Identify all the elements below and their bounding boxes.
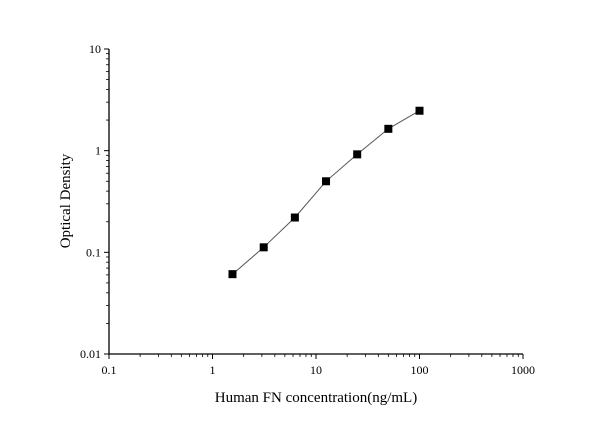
x-tick-label: 1000	[511, 363, 535, 377]
data-point	[228, 270, 237, 279]
y-tick-label: 0.1	[86, 245, 101, 259]
x-tick-label: 1	[210, 363, 216, 377]
axes	[108, 49, 523, 355]
data-point	[384, 124, 393, 133]
data-point	[290, 213, 299, 222]
y-tick-label: 1	[95, 144, 101, 158]
y-axis-title: Optical Density	[58, 153, 74, 248]
x-tick-label: 10	[310, 363, 322, 377]
data-point	[353, 150, 362, 159]
data-point	[415, 106, 424, 115]
series	[228, 106, 424, 279]
y-tick-label: 10	[89, 42, 101, 56]
x-axis-title: Human FN concentration(ng/mL)	[215, 390, 417, 406]
data-point	[259, 243, 268, 252]
x-tick-label: 0.1	[102, 363, 117, 377]
data-point	[322, 177, 331, 186]
y-tick-label: 0.01	[80, 347, 101, 361]
x-tick-label: 100	[411, 363, 429, 377]
